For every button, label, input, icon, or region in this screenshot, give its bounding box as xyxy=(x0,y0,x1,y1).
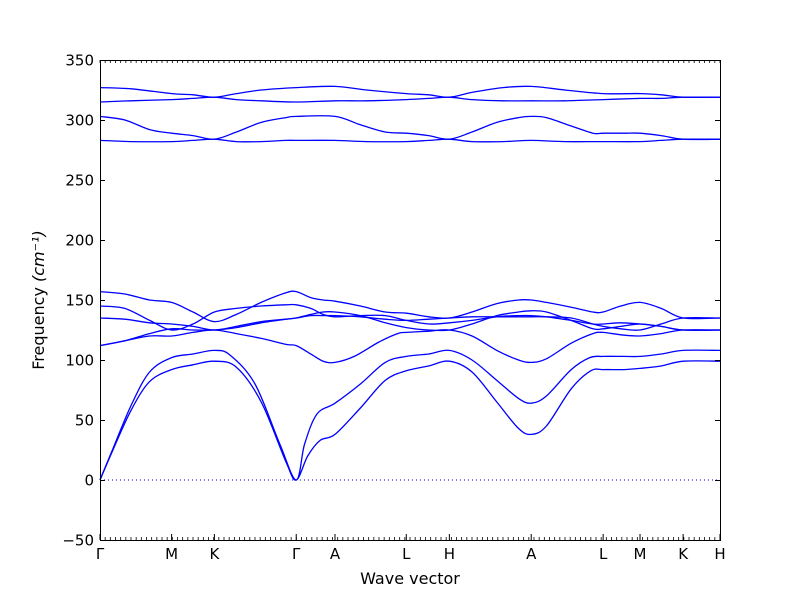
x-tick-label: A xyxy=(330,545,341,563)
y-axis-label-unit: (cm⁻¹) xyxy=(29,230,48,282)
band-line-2 xyxy=(99,349,721,481)
band-line-7 xyxy=(99,290,721,323)
y-axis-label: Frequency (cm⁻¹) xyxy=(29,230,48,369)
y-tick-label: 150 xyxy=(65,292,94,310)
x-tick-label: H xyxy=(714,545,725,563)
x-tick-label: Γ xyxy=(292,545,301,563)
x-tick-label: L xyxy=(599,545,608,563)
x-tick-label: A xyxy=(526,545,537,563)
y-tick-label: 350 xyxy=(65,52,94,70)
y-tick-label: 100 xyxy=(65,352,94,370)
y-tick-label: 0 xyxy=(84,472,94,490)
band-line-10 xyxy=(99,96,721,103)
y-tick-label: 50 xyxy=(75,412,94,430)
band-line-6 xyxy=(99,303,721,331)
y-tick-label: 200 xyxy=(65,232,94,250)
x-tick-label: M xyxy=(165,545,178,563)
x-tick-label: K xyxy=(678,545,689,563)
x-tick-label: M xyxy=(634,545,647,563)
x-axis-label: Wave vector xyxy=(360,569,460,588)
band-line-1 xyxy=(99,360,721,481)
y-axis-label-main: Frequency xyxy=(29,282,48,370)
x-tick-label: K xyxy=(209,545,220,563)
band-line-11 xyxy=(99,85,721,99)
y-tick-label: −50 xyxy=(62,532,94,550)
y-tick-label: 300 xyxy=(65,112,94,130)
x-tick-label: H xyxy=(444,545,455,563)
band-line-9 xyxy=(99,115,721,141)
x-tick-label: L xyxy=(402,545,411,563)
y-tick-label: 250 xyxy=(65,172,94,190)
x-tick-label: Γ xyxy=(96,545,105,563)
